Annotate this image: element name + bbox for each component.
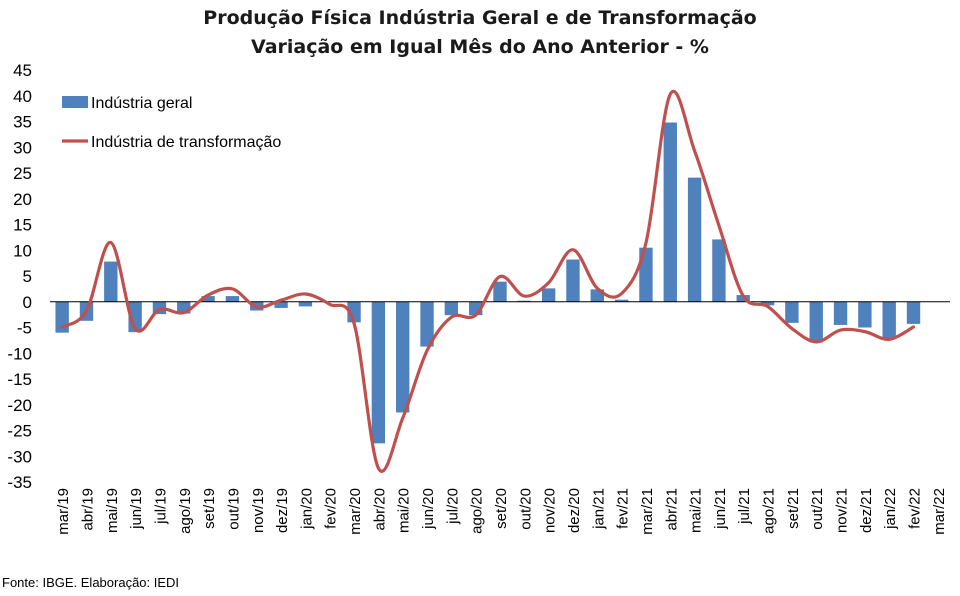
chart-title: Produção Física Indústria Geral e de Tra… [203,7,757,29]
x-tick-label: set/20 [493,488,510,529]
y-tick-label: 10 [13,241,32,260]
x-tick-label: jul/21 [736,488,753,525]
bar-industria-geral [177,301,191,314]
y-tick-label: -25 [7,422,32,441]
x-tick-label: mai/21 [688,488,705,533]
x-tick-label: nov/20 [542,488,559,533]
x-tick-label: out/19 [225,488,242,530]
y-tick-label: -10 [7,344,32,363]
bar-industria-geral [785,301,799,323]
bar-industria-geral [371,301,386,444]
x-tick-label: mar/21 [639,488,656,535]
x-tick-label: mai/20 [396,488,413,533]
bar-industria-geral [663,122,677,302]
x-tick-label: jan/22 [882,488,899,530]
bar-industria-geral [201,296,215,302]
x-tick-label: abr/19 [79,488,96,531]
y-tick-label: 25 [13,164,32,183]
bar-industria-geral [298,301,313,307]
x-tick-label: jun/19 [128,488,145,530]
bar-industria-geral [833,301,848,325]
source-note: Fonte: IBGE. Elaboração: IEDI [2,575,180,590]
y-tick-label: 15 [13,216,32,235]
bar-industria-geral [541,288,556,302]
y-tick-label: 35 [13,113,32,132]
x-tick-label: abr/21 [663,488,680,531]
bar-industria-geral [614,299,629,302]
x-tick-label: dez/20 [566,488,583,533]
bar-industria-geral [687,177,702,302]
bar-industria-geral [396,301,410,413]
x-tick-label: jan/20 [298,488,315,530]
bar-industria-geral [809,301,823,343]
bar-industria-geral [906,301,921,324]
x-tick-label: nov/21 [834,488,851,533]
x-tick-label: mai/19 [104,488,121,533]
x-tick-label: dez/19 [274,488,291,533]
y-tick-label: 45 [13,61,32,80]
x-tick-label: fev/21 [615,488,632,529]
x-tick-label: set/19 [201,488,218,529]
x-tick-label: nov/19 [250,488,267,533]
x-tick-label: fev/22 [907,488,924,529]
bar-industria-geral [639,247,653,302]
x-tick-label: out/21 [809,488,826,530]
bar-industria-geral [104,261,118,302]
y-tick-label: 20 [13,190,32,209]
bar-industria-geral [493,281,507,302]
bar-industria-geral [420,301,434,347]
x-tick-label: jul/20 [444,488,461,525]
x-tick-label: mar/22 [931,488,948,535]
y-tick-label: 30 [13,138,32,157]
bar-industria-geral [882,301,896,339]
y-tick-label: -30 [7,447,32,466]
bar-industria-geral [274,301,288,308]
x-tick-label: ago/20 [469,488,486,534]
y-tick-label: -20 [7,396,32,415]
bar-industria-geral [566,259,580,302]
y-tick-label: -35 [7,473,32,492]
bar-industria-geral [760,301,775,306]
bar-industria-geral [712,239,726,302]
x-tick-label: set/21 [785,488,802,529]
x-tick-label: jul/19 [152,488,169,525]
y-tick-label: 0 [23,293,32,312]
x-tick-label: out/20 [517,488,534,530]
chart-subtitle: Variação em Igual Mês do Ano Anterior - … [251,36,709,58]
x-tick-label: fev/20 [323,488,340,529]
y-tick-label: 40 [13,87,32,106]
bar-industria-geral [225,296,240,302]
x-tick-label: ago/19 [177,488,194,534]
x-tick-label: mar/20 [347,488,364,535]
legend-label: Indústria de transformação [91,134,281,151]
x-tick-label: mar/19 [55,488,72,535]
x-tick-label: jan/21 [590,488,607,530]
legend-label: Indústria geral [91,95,192,112]
y-tick-label: 5 [23,267,32,286]
y-tick-label: -15 [7,370,32,389]
x-tick-label: jun/21 [712,488,729,530]
legend-swatch-bar [62,96,88,108]
bar-industria-geral [858,301,872,328]
x-tick-label: jun/20 [420,488,437,530]
line-industria-transformacao [60,89,916,473]
bar-industria-geral [444,301,459,316]
x-tick-label: ago/21 [761,488,778,534]
x-tick-label: abr/20 [371,488,388,531]
y-tick-label: -5 [17,319,32,338]
bar-industria-geral [517,300,532,302]
x-tick-label: dez/21 [858,488,875,533]
